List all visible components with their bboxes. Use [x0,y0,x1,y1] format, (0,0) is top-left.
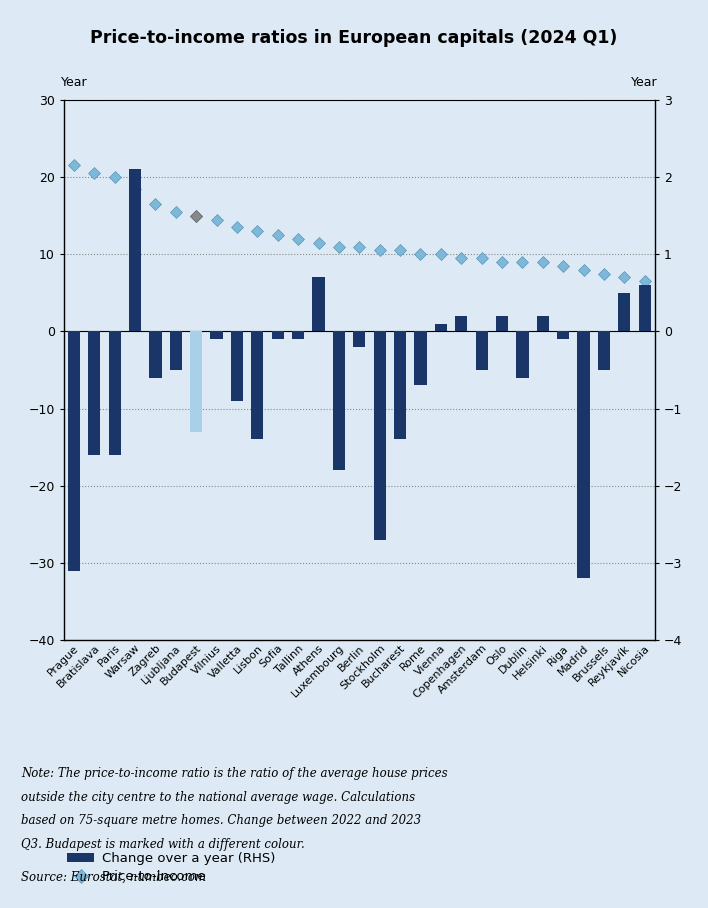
Bar [333,331,345,470]
Bar [516,331,528,378]
Bar [210,331,223,339]
Bar [231,331,243,400]
Bar [414,331,427,385]
Text: Q3. Budapest is marked with a different colour.: Q3. Budapest is marked with a different … [21,838,305,851]
Bar [251,331,263,439]
Bar [129,169,141,331]
Bar [618,292,630,331]
Bar [639,285,651,331]
Bar [68,331,80,570]
Bar [374,331,386,539]
Text: based on 75-square metre homes. Change between 2022 and 2023: based on 75-square metre homes. Change b… [21,814,421,827]
Bar [496,316,508,331]
Bar [435,323,447,331]
Text: Year: Year [632,76,658,89]
Text: Price-to-income ratios in European capitals (2024 Q1): Price-to-income ratios in European capit… [91,29,617,47]
Legend: Change over a year (RHS), Price-to-income: Change over a year (RHS), Price-to-incom… [67,852,275,883]
Bar [476,331,488,370]
Bar [394,331,406,439]
Bar [272,331,284,339]
Bar [108,331,121,455]
Bar [353,331,365,347]
Bar [190,331,202,431]
Bar [557,331,569,339]
Bar [149,331,161,378]
Bar [312,278,325,331]
Text: Year: Year [61,76,87,89]
Text: outside the city centre to the national average wage. Calculations: outside the city centre to the national … [21,791,416,804]
Bar [598,331,610,370]
Bar [88,331,101,455]
Bar [292,331,304,339]
Text: Source: Eurostat, numbeo.com: Source: Eurostat, numbeo.com [21,871,206,883]
Bar [578,331,590,578]
Text: Note: The price-to-income ratio is the ratio of the average house prices: Note: The price-to-income ratio is the r… [21,767,448,780]
Bar [170,331,182,370]
Bar [537,316,549,331]
Bar [455,316,467,331]
